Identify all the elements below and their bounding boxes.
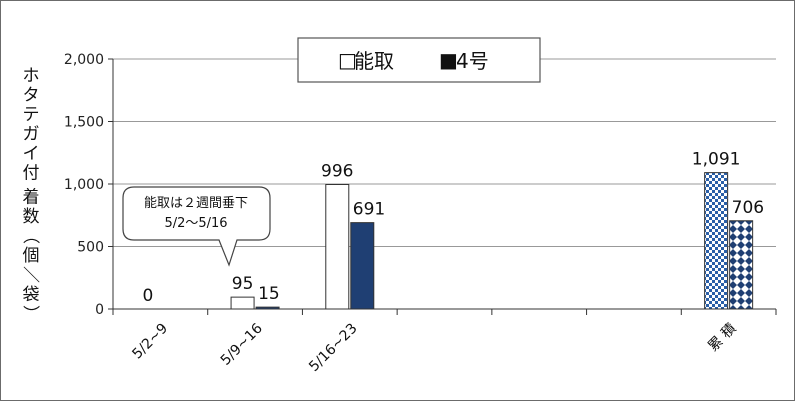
y-label-char: ／	[20, 266, 40, 283]
bar-4go	[729, 220, 754, 310]
y-label-char: 付	[23, 164, 40, 184]
bar-4go	[350, 222, 375, 310]
data-label: 1,091	[692, 150, 741, 170]
y-label-char: テ	[23, 105, 40, 125]
x-tick-label: 5/2~9	[129, 321, 171, 363]
x-tick-label: 5/9~16	[218, 320, 266, 368]
bar-notori	[230, 296, 255, 310]
bar-notori	[325, 184, 350, 310]
x-tick-label: 累 積	[705, 321, 739, 355]
callout-bubble: 能取は２週間垂下 5/2～5/16	[122, 186, 271, 267]
legend-marker-4go: ■	[439, 48, 458, 72]
legend: □ 能取 ■ 4号	[297, 37, 541, 83]
y-label-char: ）	[20, 305, 40, 322]
y-label-char: ホ	[23, 66, 40, 86]
legend-box	[297, 37, 541, 83]
y-label-char: タ	[23, 86, 40, 106]
data-label: 95	[232, 274, 254, 294]
callout-line1: 能取は２週間垂下	[144, 196, 248, 211]
y-tick-labels: 0 500 1,000 1,500 2,000	[64, 52, 104, 318]
data-label: 0	[142, 286, 153, 306]
x-tick-label: 5/16~23	[306, 321, 360, 375]
y-tick-label: 1,000	[64, 177, 104, 193]
y-label-char: 着	[23, 188, 40, 208]
y-label-char: （	[20, 227, 40, 244]
data-label: 706	[732, 198, 764, 218]
bar-notori	[704, 172, 729, 310]
y-label-char: イ	[23, 144, 40, 164]
bars	[230, 172, 754, 310]
y-label-char: 個	[23, 246, 40, 266]
y-tick-label: 500	[77, 240, 104, 256]
x-tick-labels: 5/2~9 5/9~16 5/16~23 累 積	[129, 320, 739, 375]
y-label-char: 数	[23, 207, 40, 227]
legend-marker-notori: □	[338, 48, 357, 72]
y-tick-label: 2,000	[64, 52, 104, 68]
callout-line2: 5/2～5/16	[164, 216, 227, 231]
data-label: 15	[258, 284, 280, 304]
data-label: 691	[353, 200, 385, 220]
y-label-char: 袋	[23, 285, 40, 305]
callout-shape	[122, 186, 271, 267]
y-label-char: ガ	[23, 125, 40, 145]
bar-4go	[255, 306, 280, 310]
data-label: 996	[321, 162, 353, 182]
legend-label-4go: 4号	[456, 49, 489, 73]
y-tick-label: 1,500	[64, 115, 104, 131]
y-tick-label: 0	[95, 302, 104, 318]
legend-label-notori: 能取	[354, 49, 394, 73]
